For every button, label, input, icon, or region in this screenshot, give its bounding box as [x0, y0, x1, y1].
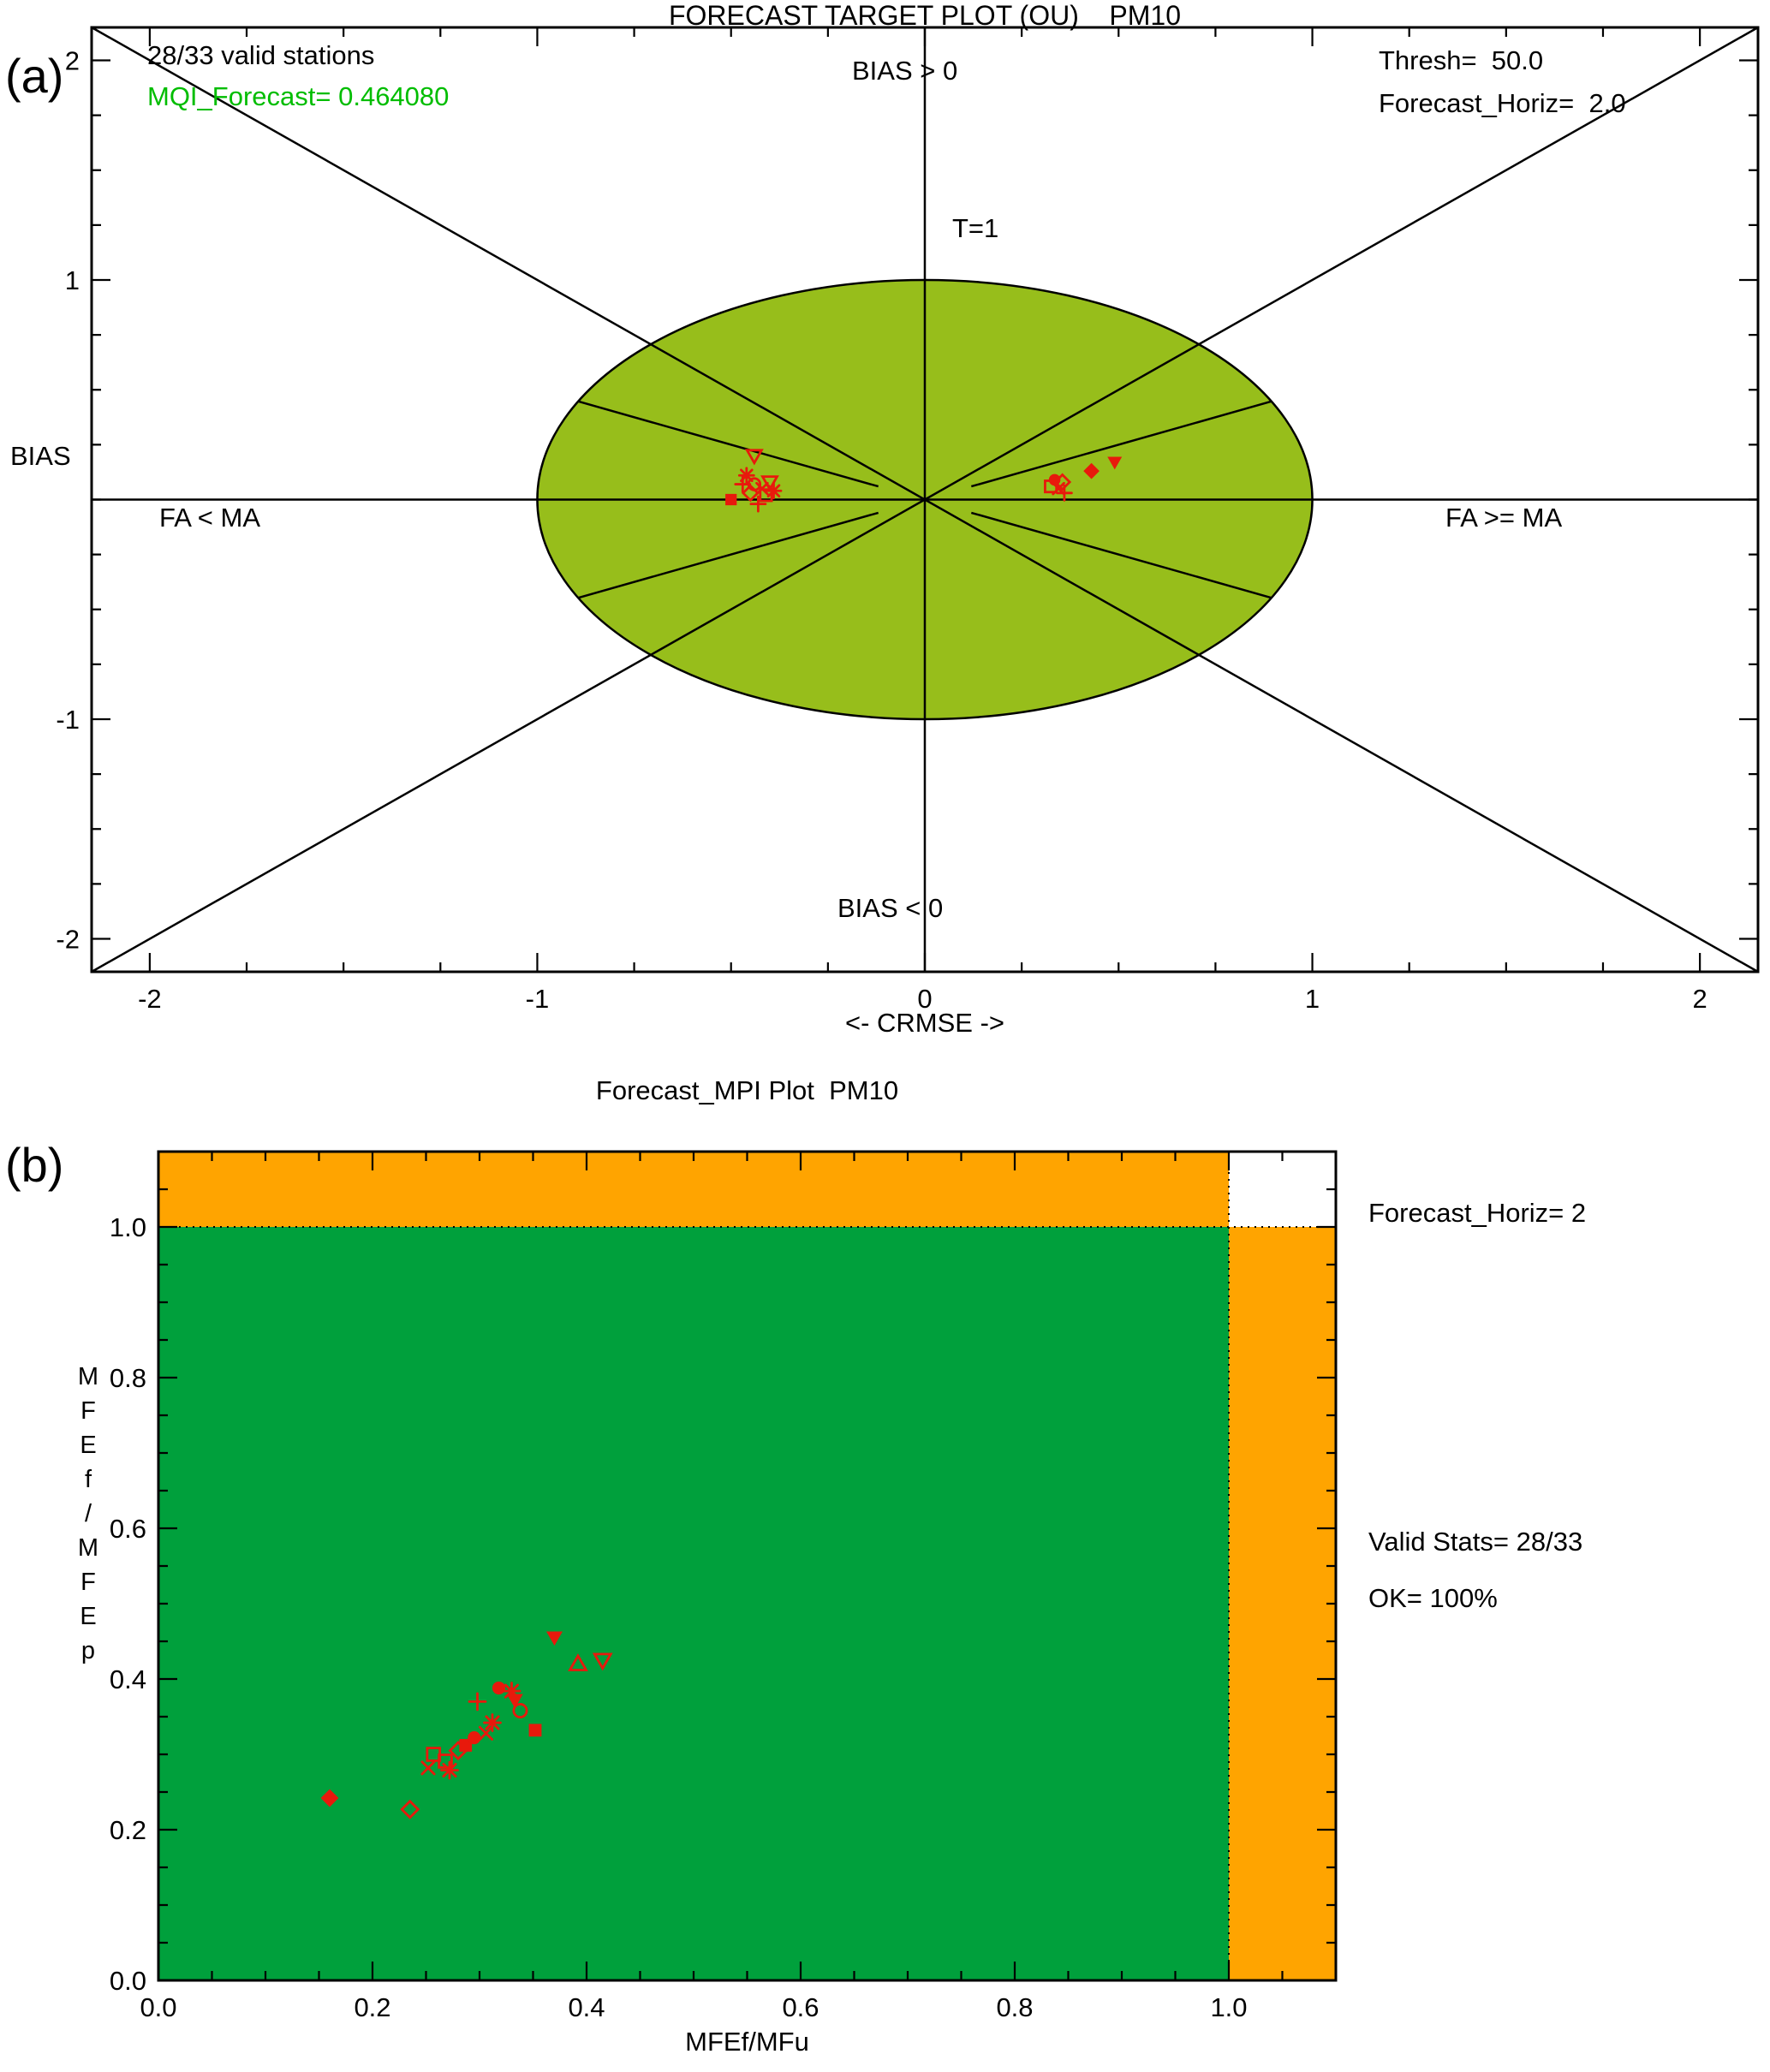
x-tick-label: 0.4 — [568, 1992, 605, 2022]
bias-positive-label: BIAS > 0 — [852, 56, 958, 86]
target-plot-ylabel: BIAS — [10, 441, 71, 471]
center-axes — [92, 27, 1758, 972]
scatter-circle-open — [747, 477, 762, 491]
mpi-plot: 0.0 0.2 0.4 0.6 0.8 1.0 0.0 0.2 0.4 0.6 0.8 1.0 — [110, 1150, 1338, 2022]
x-tick-label: -1 — [526, 984, 550, 1014]
y-tick-label: 0.8 — [110, 1363, 146, 1393]
scatter-asterisk — [502, 1682, 521, 1700]
panel-a-label: (a) — [5, 49, 64, 103]
valid-stats-annotation: Valid Stats= 28/33 — [1368, 1527, 1583, 1557]
valid-stations-annotation: 28/33 valid stations — [147, 40, 375, 70]
scatter-square-filled — [459, 1739, 473, 1752]
scatter-diamond-open — [1053, 473, 1072, 491]
scatter-circle-open — [512, 1702, 528, 1718]
y-tick-label: 1 — [65, 265, 80, 295]
fa-lt-ma-label: FA < MA — [159, 503, 261, 533]
scatter-asterisk — [765, 482, 783, 500]
scatter-asterisk — [483, 1713, 502, 1732]
mpi-plot-title: Forecast_MPI Plot PM10 — [595, 1075, 899, 1105]
scatter-triangle-up-open — [568, 1653, 588, 1671]
scatter-asterisk — [737, 467, 755, 485]
panel-b-label: (b) — [5, 1138, 64, 1192]
x-tick-label: -2 — [138, 984, 162, 1014]
region-green — [158, 1227, 1229, 1980]
scatter-triangle-down-open — [744, 449, 764, 466]
scatter-circle-filled — [468, 1731, 481, 1745]
mpi-plot-ylabel: M F E f / M F E p — [77, 1363, 99, 1665]
thresh-annotation: Thresh= 50.0 — [1379, 45, 1544, 75]
target-plot-title: FORECAST TARGET PLOT (OU) PM10 — [668, 0, 1182, 31]
scatter-circle-filled — [492, 1681, 506, 1695]
y-tick-label: 0.0 — [110, 1966, 146, 1996]
forecast-horiz-annotation-b: Forecast_Horiz= 2 — [1368, 1198, 1587, 1228]
x-tick-label: 0.0 — [140, 1992, 176, 2022]
y-tick-label: -2 — [56, 925, 80, 955]
scatter-circle-filled — [1048, 473, 1061, 486]
scatter-x — [420, 1760, 436, 1776]
x-tick-label: 0.2 — [354, 1992, 390, 2022]
scatter-plus — [1056, 484, 1073, 502]
scatter-asterisk — [440, 1760, 459, 1780]
y-tick-label: 1.0 — [110, 1212, 146, 1242]
x-tick-label: 1 — [1305, 984, 1320, 1014]
axis-ticks — [92, 27, 1758, 972]
region-orange-right — [1229, 1227, 1336, 1980]
region-orange-top — [158, 1152, 1229, 1227]
x-tick-label: 2 — [1692, 984, 1707, 1014]
forecast-horiz-annotation-a: Forecast_Horiz= 2.0 — [1379, 88, 1626, 118]
dotted-threshold-lines — [158, 1152, 1336, 1980]
half-slope-guides — [578, 400, 1272, 599]
x-tick-label: 0 — [917, 984, 932, 1014]
scatter-triangle-down-filled — [506, 1694, 523, 1709]
target-plot-xlabel: <- CRMSE -> — [844, 1008, 1005, 1038]
mpi-plot-xlabel: MFEf/MFu — [685, 2027, 809, 2057]
y-tick-label: 0.4 — [110, 1664, 146, 1694]
scatter-plus — [468, 1692, 487, 1712]
scatter-x — [478, 1725, 494, 1741]
fa-ge-ma-label: FA >= MA — [1445, 503, 1563, 533]
scatter-diamond-filled — [320, 1789, 339, 1807]
t1-label: T=1 — [952, 213, 999, 243]
y-tick-label: 0.2 — [110, 1815, 146, 1845]
scatter-diamond-filled — [1083, 462, 1100, 479]
bias-negative-label: BIAS < 0 — [837, 893, 944, 923]
scatter-plus — [749, 495, 767, 513]
x-tick-label: 1.0 — [1210, 1992, 1247, 2022]
scatter-diamond-open — [400, 1799, 420, 1819]
scatter-square-open — [759, 488, 773, 503]
target-plot: -2 -1 0 1 2 2 1 -1 -2 — [56, 26, 1760, 1014]
y-tick-label: 0.6 — [110, 1514, 146, 1544]
scatter-triangle-down-filled — [546, 1631, 563, 1646]
y-tick-label: -1 — [56, 705, 80, 735]
x-tick-label: 0.8 — [996, 1992, 1033, 2022]
ok-percent-annotation: OK= 100% — [1368, 1583, 1498, 1613]
mqi-annotation: MQI_Forecast= 0.464080 — [147, 81, 450, 111]
scatter-square-filled — [725, 493, 737, 506]
scatter-triangle-down-open — [592, 1652, 613, 1671]
scatter-square-filled — [528, 1724, 542, 1737]
y-tick-label: 2 — [65, 45, 80, 75]
axis-ticks — [157, 1150, 1338, 1982]
x-tick-label: 0.6 — [782, 1992, 819, 2022]
scatter-triangle-down-filled — [1107, 456, 1123, 470]
